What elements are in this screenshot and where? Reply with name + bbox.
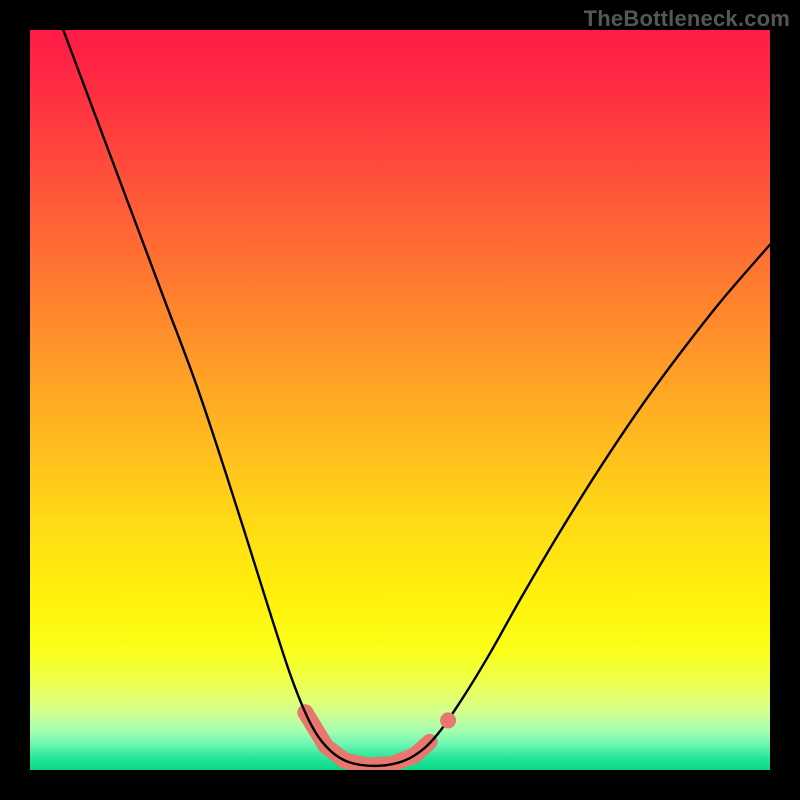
plot-area xyxy=(30,30,770,770)
watermark-text: TheBottleneck.com xyxy=(584,6,790,32)
chart-svg xyxy=(30,30,770,770)
highlight-dot xyxy=(440,712,456,728)
chart-frame: TheBottleneck.com xyxy=(0,0,800,800)
gradient-background xyxy=(30,30,770,770)
highlight-dots xyxy=(440,712,456,728)
